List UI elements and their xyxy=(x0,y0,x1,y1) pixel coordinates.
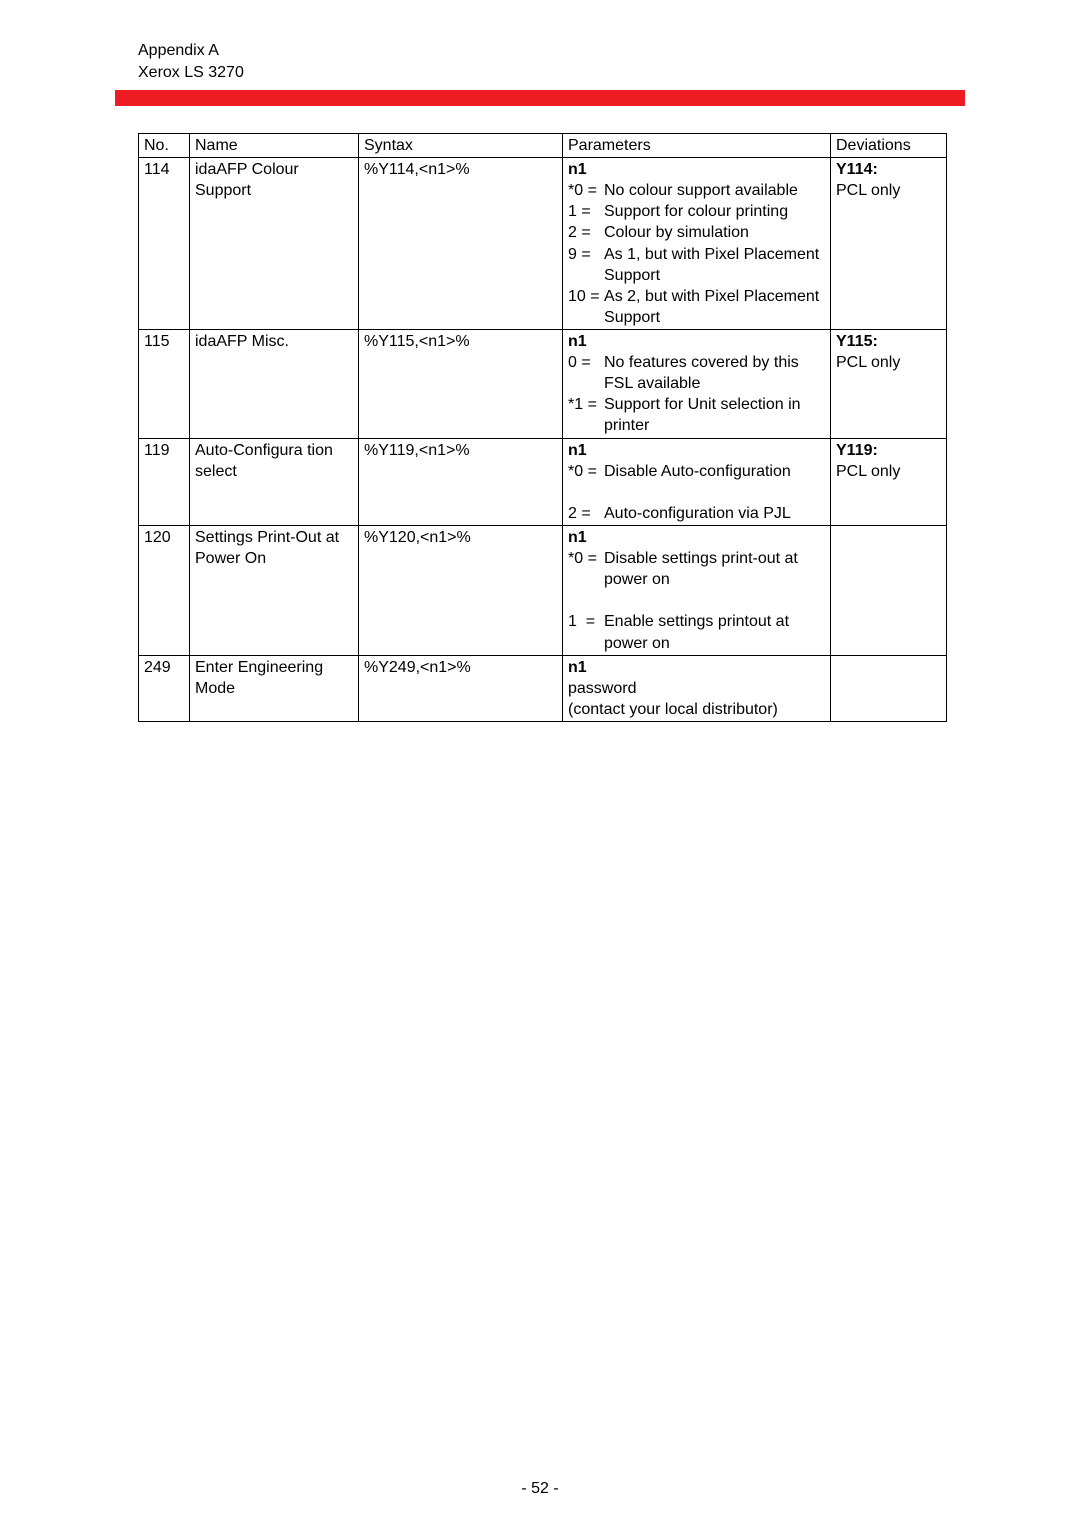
col-header-deviations: Deviations xyxy=(831,134,947,158)
cell-deviations: Y115:PCL only xyxy=(831,329,947,438)
cell-no: 114 xyxy=(139,158,190,330)
table-row: 120Settings Print-Out at Power On%Y120,<… xyxy=(139,525,947,655)
cell-parameters: n1*0 = Disable Auto-configuration 2 = Au… xyxy=(563,438,831,525)
cell-syntax: %Y115,<n1>% xyxy=(359,329,563,438)
cell-deviations: Y119:PCL only xyxy=(831,438,947,525)
page-number: - 52 - xyxy=(0,1480,1080,1498)
cell-deviations: Y114:PCL only xyxy=(831,158,947,330)
cell-no: 249 xyxy=(139,655,190,721)
table-row: 114idaAFP Colour Support%Y114,<n1>%n1*0 … xyxy=(139,158,947,330)
cell-deviations xyxy=(831,655,947,721)
parameters-table: No. Name Syntax Parameters Deviations 11… xyxy=(138,133,947,722)
page-header: Appendix A Xerox LS 3270 xyxy=(138,40,244,83)
cell-no: 119 xyxy=(139,438,190,525)
cell-syntax: %Y120,<n1>% xyxy=(359,525,563,655)
header-line1: Appendix A xyxy=(138,40,244,62)
cell-name: Settings Print-Out at Power On xyxy=(190,525,359,655)
cell-name: idaAFP Misc. xyxy=(190,329,359,438)
cell-syntax: %Y114,<n1>% xyxy=(359,158,563,330)
col-header-parameters: Parameters xyxy=(563,134,831,158)
main-table-container: No. Name Syntax Parameters Deviations 11… xyxy=(138,133,946,722)
col-header-syntax: Syntax xyxy=(359,134,563,158)
red-divider-bar xyxy=(115,90,965,106)
cell-no: 120 xyxy=(139,525,190,655)
cell-deviations xyxy=(831,525,947,655)
col-header-name: Name xyxy=(190,134,359,158)
table-row: 119Auto-Configura tion select%Y119,<n1>%… xyxy=(139,438,947,525)
cell-name: Enter Engineering Mode xyxy=(190,655,359,721)
cell-parameters: n10 = No features covered by this FSL av… xyxy=(563,329,831,438)
table-row: 115idaAFP Misc.%Y115,<n1>%n10 = No featu… xyxy=(139,329,947,438)
cell-parameters: n1*0 = Disable settings print-out at pow… xyxy=(563,525,831,655)
cell-parameters: n1password(contact your local distributo… xyxy=(563,655,831,721)
table-row: 249Enter Engineering Mode%Y249,<n1>%n1pa… xyxy=(139,655,947,721)
header-line2: Xerox LS 3270 xyxy=(138,62,244,84)
cell-syntax: %Y119,<n1>% xyxy=(359,438,563,525)
cell-syntax: %Y249,<n1>% xyxy=(359,655,563,721)
cell-parameters: n1*0 = No colour support available1 = Su… xyxy=(563,158,831,330)
cell-name: Auto-Configura tion select xyxy=(190,438,359,525)
cell-no: 115 xyxy=(139,329,190,438)
cell-name: idaAFP Colour Support xyxy=(190,158,359,330)
table-header-row: No. Name Syntax Parameters Deviations xyxy=(139,134,947,158)
col-header-no: No. xyxy=(139,134,190,158)
